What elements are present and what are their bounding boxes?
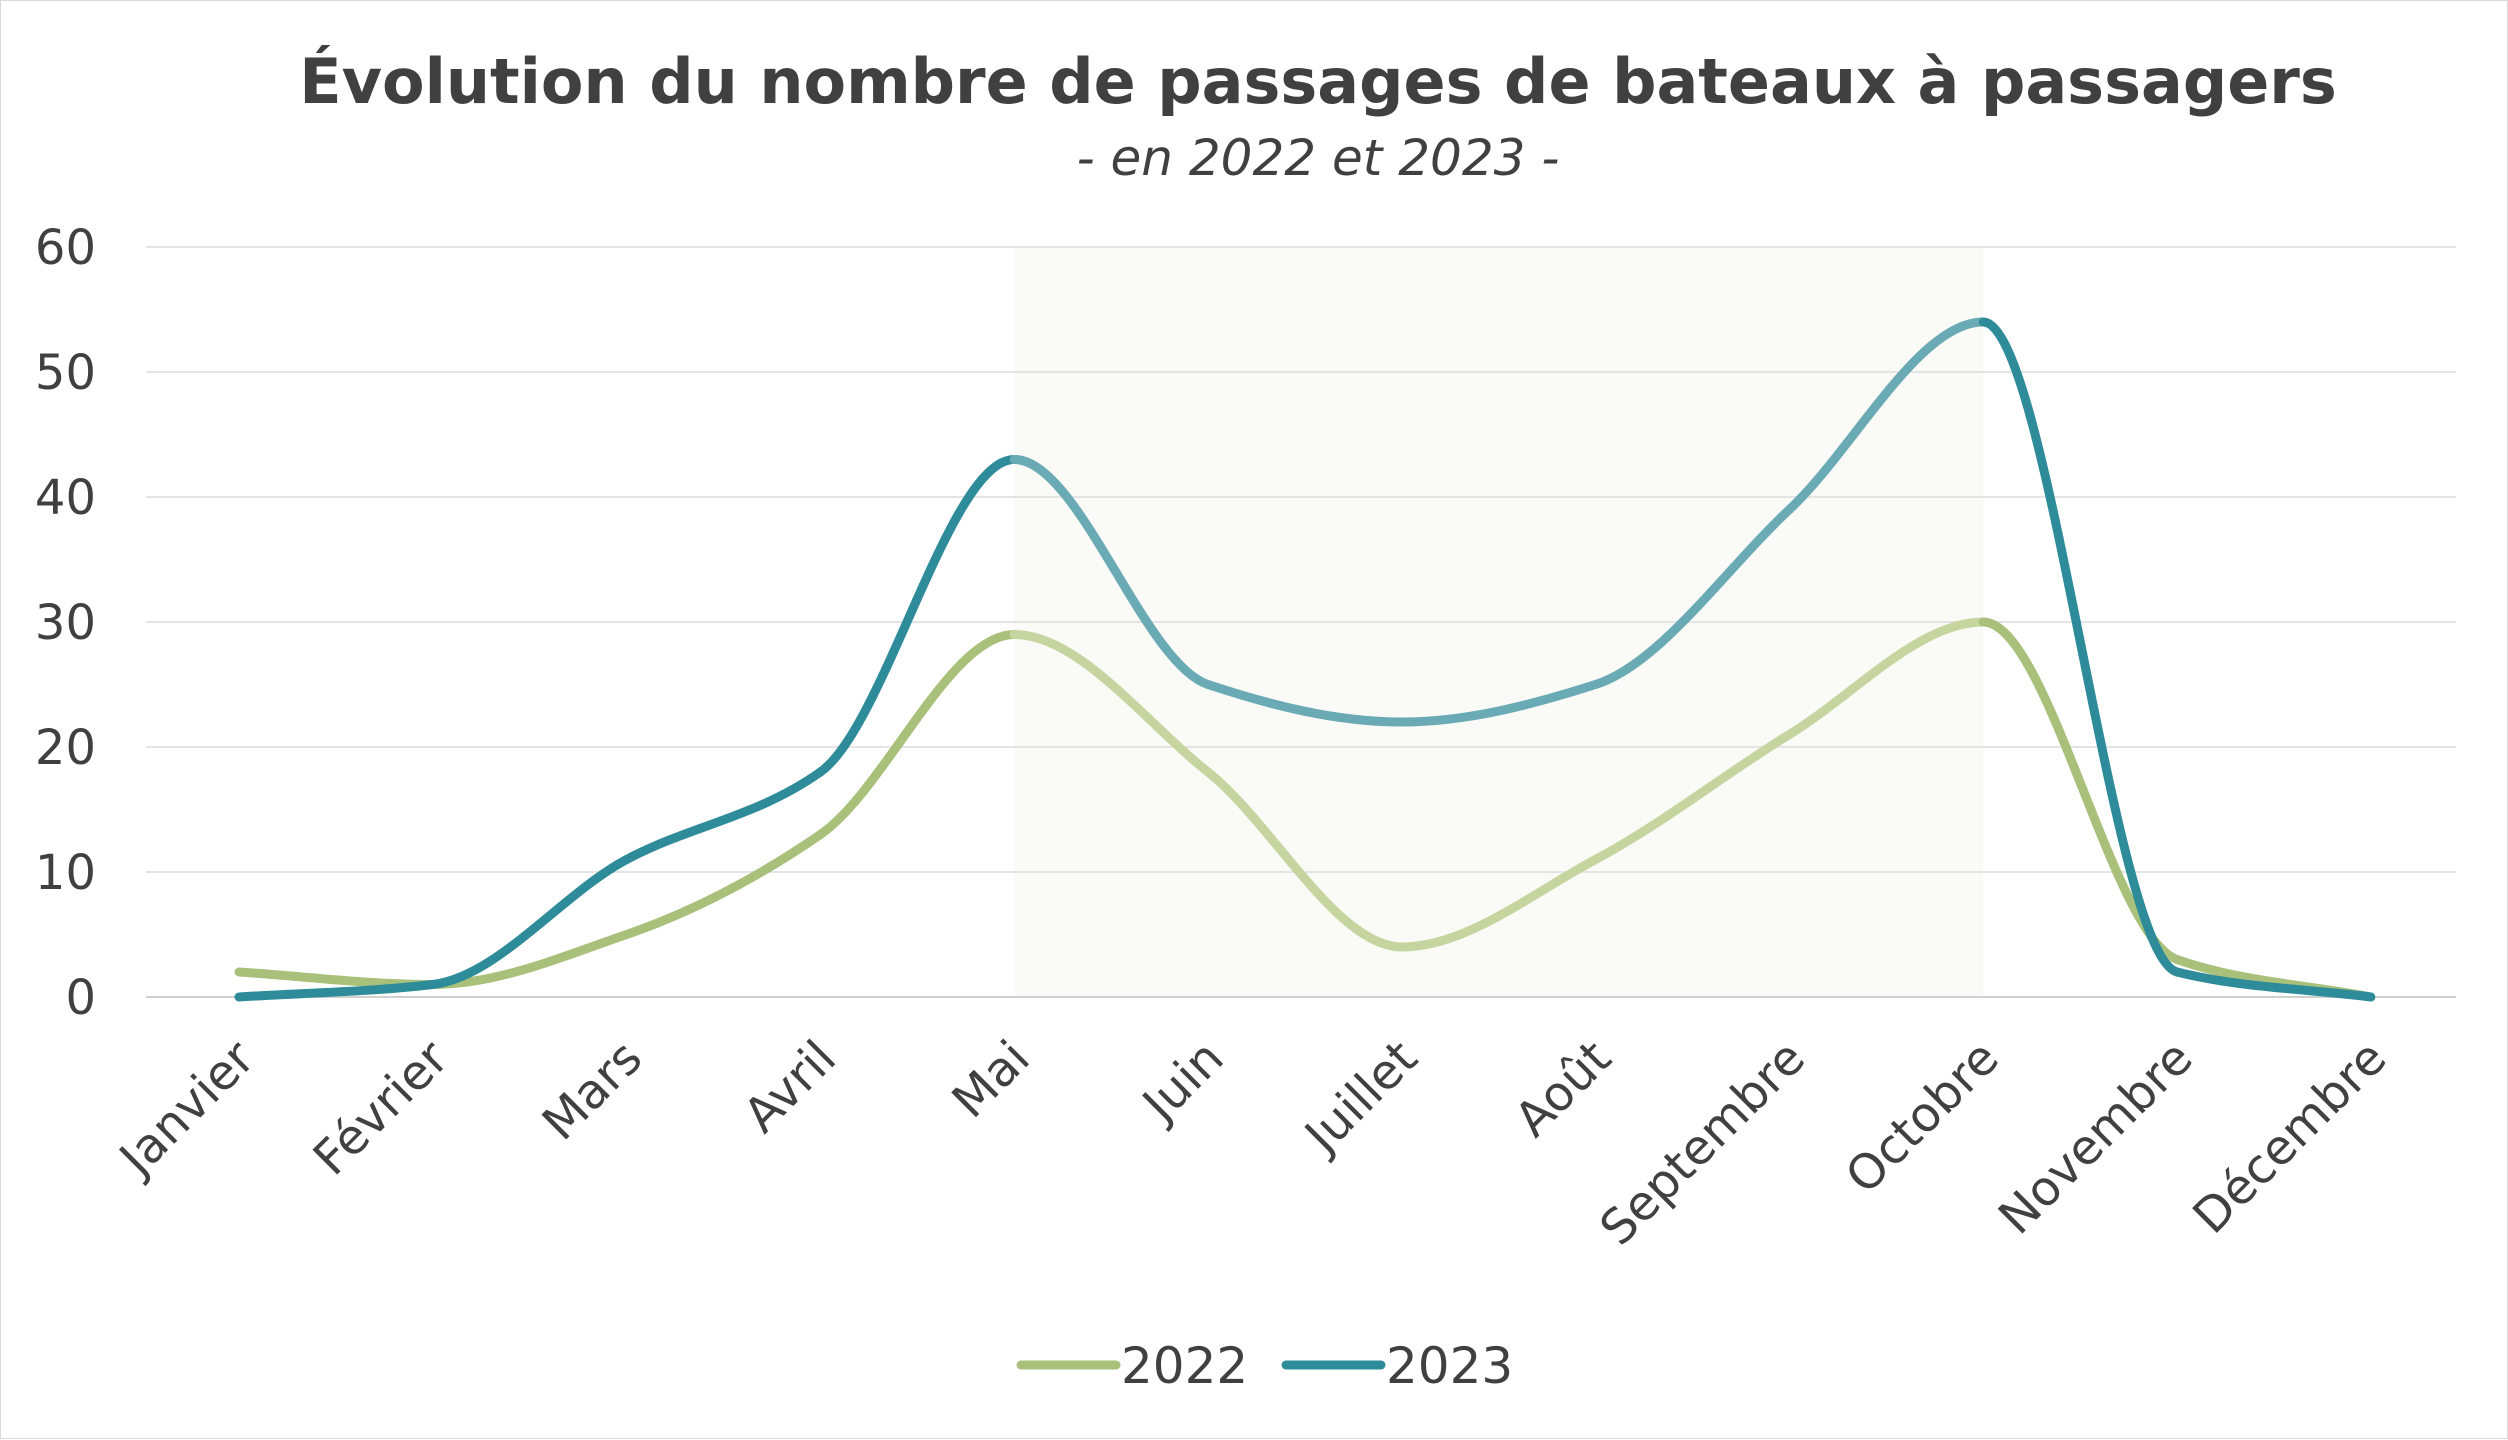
x-tick-label: Septembre — [1589, 1030, 1815, 1256]
series-line-segment — [1009, 455, 1213, 689]
series-line-segment — [1203, 680, 1407, 727]
series-line-segment — [815, 455, 1019, 777]
legend-label: 2023 — [1386, 1337, 1513, 1395]
x-tick-label: Août — [1504, 1030, 1622, 1148]
x-tick-label: Juin — [1130, 1030, 1234, 1134]
series-line-segment — [1203, 767, 1407, 952]
series-line-segment — [428, 855, 632, 989]
series-line-segment — [1978, 617, 2182, 964]
series-line-segment — [1784, 317, 1988, 514]
series-line-segment — [1978, 317, 2182, 977]
series-line-segment — [234, 980, 438, 1002]
y-axis: 0 10 20 30 40 50 60 — [35, 220, 96, 1026]
y-tick-label: 20 — [35, 720, 96, 776]
y-tick-label: 0 — [65, 970, 96, 1026]
y-tick-label: 60 — [35, 220, 96, 276]
series-line-segment — [1591, 730, 1794, 864]
x-tick-label: Février — [303, 1030, 460, 1187]
legend: 2022 2023 — [1016, 1337, 1513, 1395]
series-line-segment — [622, 830, 825, 939]
series-group — [234, 317, 2376, 1002]
chart-subtitle: - en 2022 et 2023 - — [1077, 129, 1560, 187]
legend-label: 2022 — [1121, 1337, 1248, 1395]
x-tick-label: Avril — [733, 1030, 847, 1144]
x-tick-label: Juillet — [1293, 1030, 1429, 1166]
series-line-segment — [1009, 630, 1213, 777]
series-line-segment — [1397, 855, 1601, 952]
series-line-segment — [1784, 617, 1988, 739]
series-line-segment — [234, 967, 438, 989]
x-tick-label: Mai — [942, 1030, 1041, 1129]
y-tick-label: 10 — [35, 845, 96, 901]
x-tick-label: Décembre — [2182, 1030, 2397, 1245]
x-tick-label: Octobre — [1835, 1030, 2010, 1205]
series-2023 — [234, 317, 2376, 1002]
x-tick-label: Novembre — [1988, 1030, 2203, 1245]
chart-title: Évolution du nombre de passages de batea… — [299, 45, 2336, 118]
x-axis: Janvier Février Mars Avril Mai Juin Juillet Aoû… — [107, 1030, 2397, 1257]
y-tick-label: 30 — [35, 595, 96, 651]
y-tick-label: 50 — [35, 345, 96, 401]
series-line-segment — [1591, 505, 1794, 689]
y-tick-label: 40 — [35, 470, 96, 526]
x-tick-label: Mars — [532, 1030, 653, 1151]
x-tick-label: Janvier — [107, 1030, 266, 1189]
series-line-segment — [815, 630, 1019, 839]
series-line-segment — [1397, 680, 1601, 727]
series-line-segment — [2172, 967, 2376, 1002]
series-line-segment — [622, 767, 825, 864]
